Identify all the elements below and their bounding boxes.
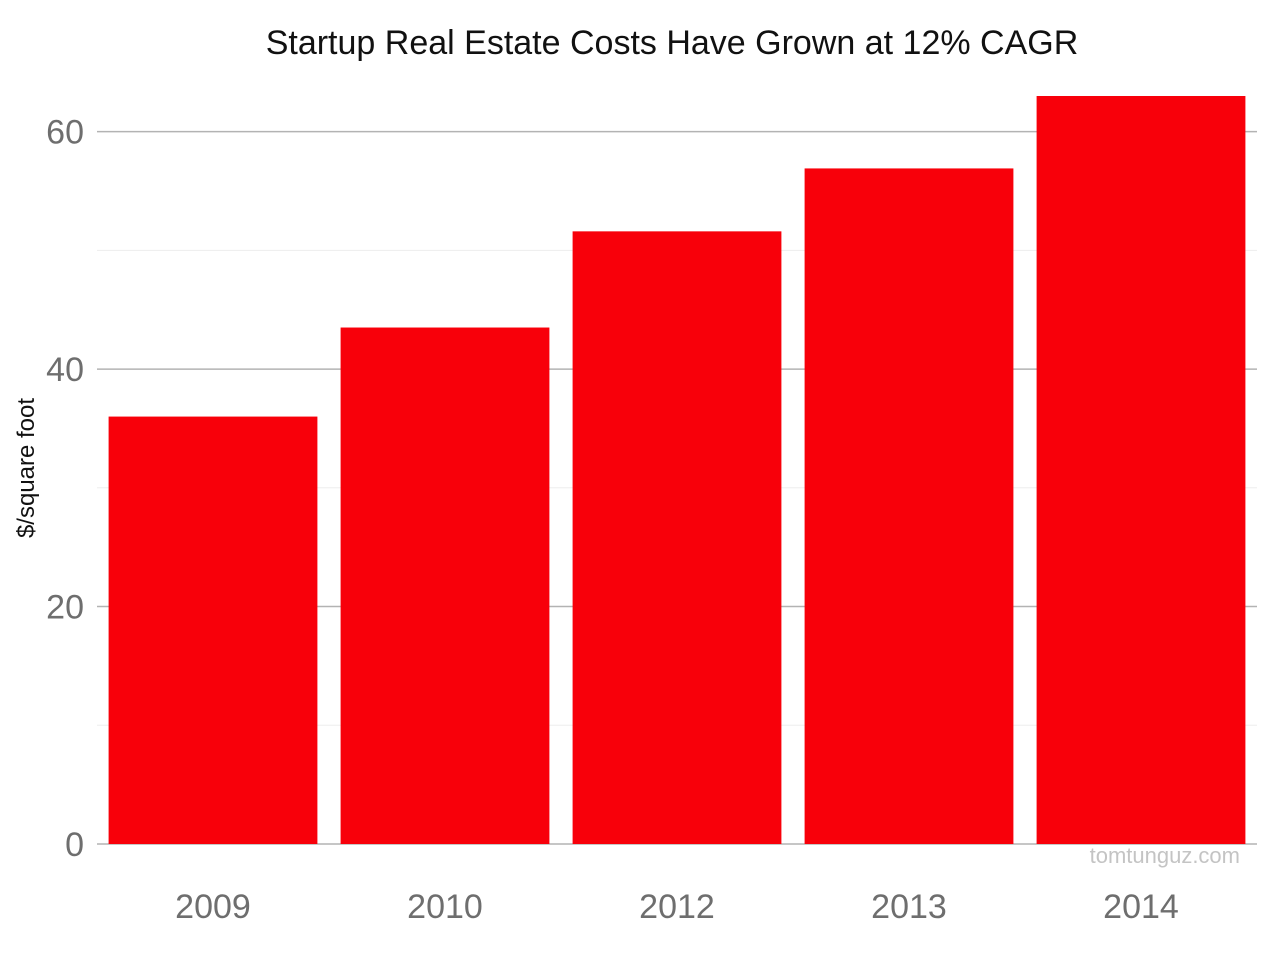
chart-title: Startup Real Estate Costs Have Grown at …: [266, 24, 1079, 62]
y-tick-label: 60: [46, 114, 84, 152]
watermark: tomtunguz.com: [1090, 843, 1240, 868]
y-tick-label: 0: [65, 826, 84, 864]
x-tick-label: 2014: [1103, 888, 1179, 926]
x-axis-ticks: 2009 2010 2012 2013 2014: [175, 888, 1179, 926]
y-tick-label: 20: [46, 589, 84, 627]
x-tick-label: 2013: [871, 888, 947, 926]
bars: [108, 96, 1246, 844]
x-tick-label: 2010: [407, 888, 483, 926]
bar-2013: [804, 168, 1014, 844]
bar-2009: [108, 416, 318, 844]
x-tick-label: 2012: [639, 888, 715, 926]
x-tick-label: 2009: [175, 888, 251, 926]
y-axis-ticks: 0 20 40 60: [46, 114, 84, 864]
bar-2012: [572, 231, 782, 844]
y-tick-label: 40: [46, 351, 84, 389]
y-axis-label: $/square foot: [13, 398, 40, 538]
bar-2014: [1036, 96, 1246, 844]
bar-2010: [340, 327, 550, 844]
